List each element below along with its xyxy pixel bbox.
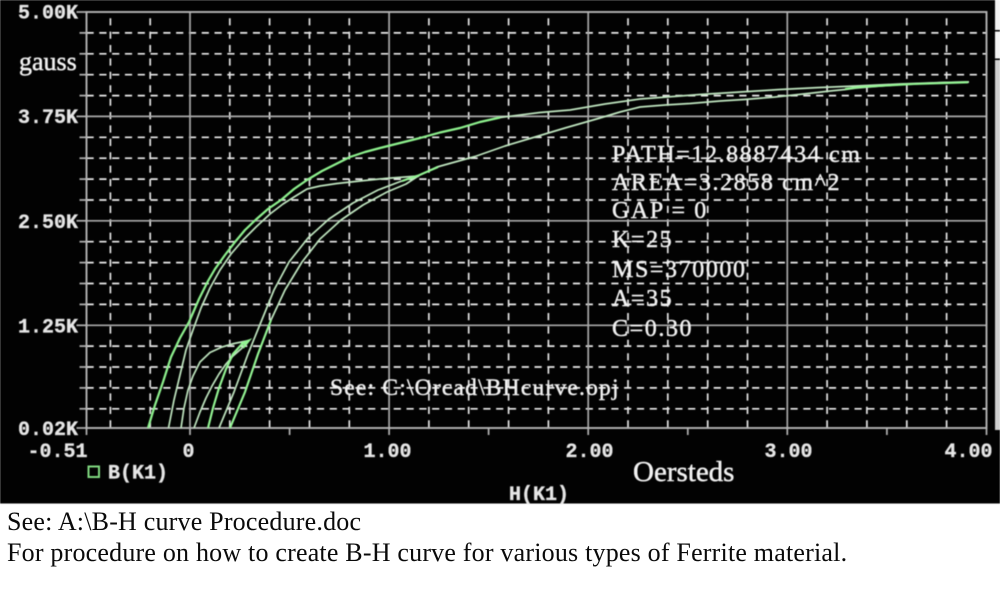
svg-text:B(K1): B(K1): [108, 463, 168, 486]
svg-text:A=35: A=35: [612, 286, 673, 312]
svg-text:AREA=3.2858 cm^2: AREA=3.2858 cm^2: [612, 170, 841, 196]
svg-text:PATH=12.8887434 cm: PATH=12.8887434 cm: [612, 142, 861, 168]
svg-text:3.75K: 3.75K: [18, 107, 78, 130]
svg-text:0: 0: [182, 441, 194, 464]
svg-text:5.00K: 5.00K: [18, 3, 78, 26]
svg-text:4.00: 4.00: [944, 441, 992, 464]
svg-text:3.00: 3.00: [764, 441, 812, 464]
svg-text:Oersteds: Oersteds: [633, 456, 734, 488]
svg-text:1.00: 1.00: [363, 441, 411, 464]
svg-text:C=0.30: C=0.30: [612, 316, 693, 342]
svg-text:1.25K: 1.25K: [18, 317, 78, 340]
svg-text:gauss: gauss: [19, 47, 77, 76]
svg-text:0.02K: 0.02K: [18, 419, 78, 442]
svg-text:MS=370000: MS=370000: [612, 257, 747, 283]
svg-text:GAP = 0: GAP = 0: [612, 198, 708, 224]
svg-text:H(K1): H(K1): [509, 484, 569, 507]
svg-text:2.50K: 2.50K: [18, 212, 78, 235]
svg-text:K=25: K=25: [612, 227, 673, 253]
svg-text:See: C:\Orcad\BHcurve.opj: See: C:\Orcad\BHcurve.opj: [330, 375, 620, 401]
svg-text:-0.51: -0.51: [27, 441, 87, 464]
svg-text:2.00: 2.00: [565, 441, 613, 464]
